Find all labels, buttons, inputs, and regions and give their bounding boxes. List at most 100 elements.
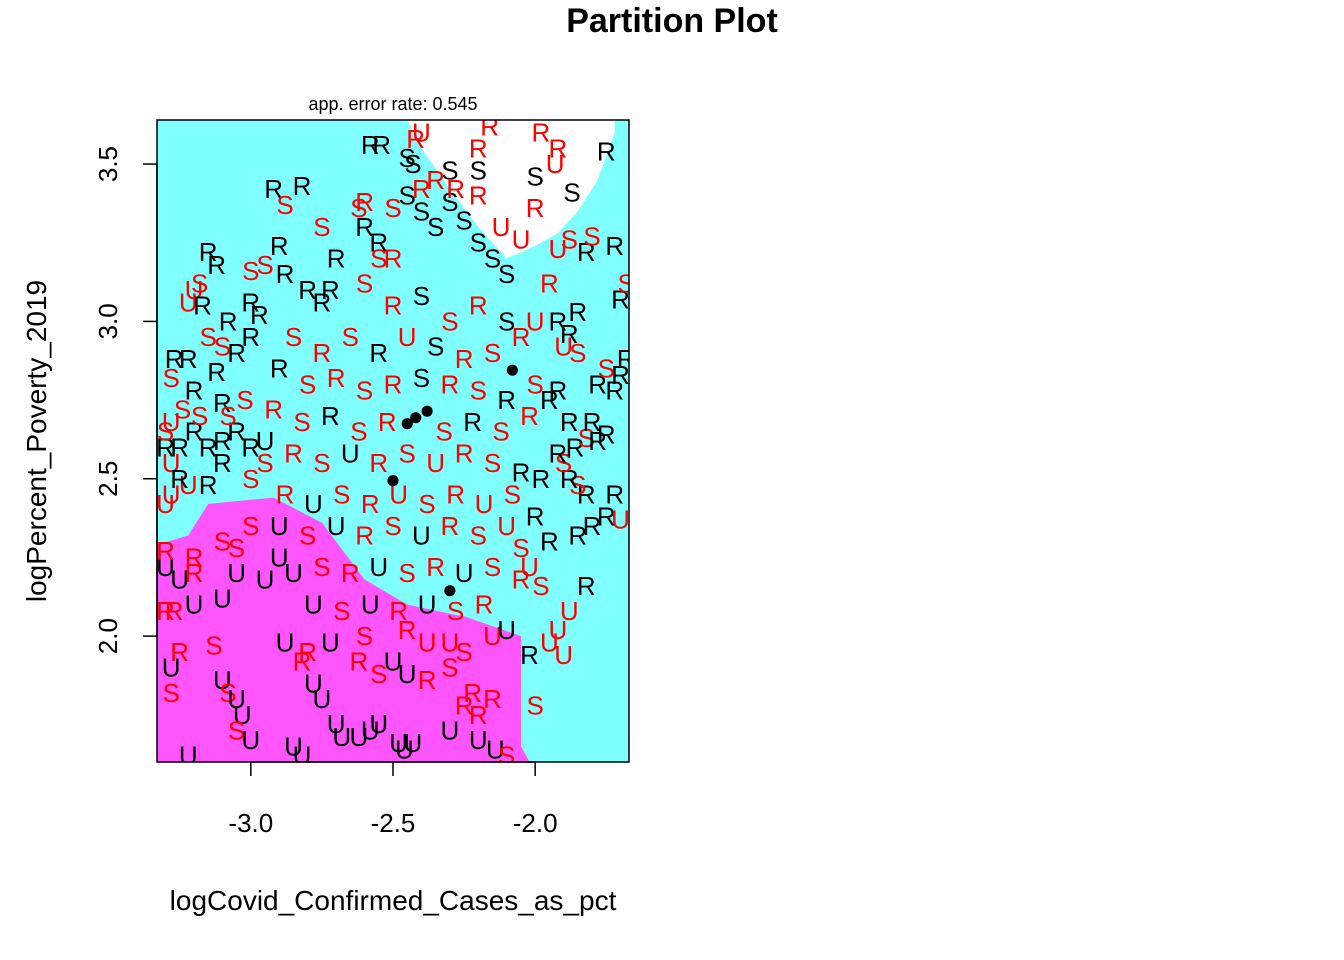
data-point: U bbox=[270, 542, 289, 572]
data-point: U bbox=[162, 653, 181, 683]
data-point: R bbox=[284, 439, 303, 469]
data-point: ● bbox=[408, 401, 424, 431]
data-point: R bbox=[560, 407, 579, 437]
data-point: R bbox=[313, 338, 332, 368]
data-point: R bbox=[384, 369, 403, 399]
data-point: S bbox=[413, 363, 430, 393]
data-point: R bbox=[532, 118, 551, 148]
x-axis-label: logCovid_Confirmed_Cases_as_pct bbox=[170, 885, 617, 916]
data-point: U bbox=[549, 234, 568, 264]
data-point: U bbox=[284, 558, 303, 588]
data-point: S bbox=[441, 187, 458, 217]
data-point: U bbox=[162, 480, 181, 510]
data-point: S bbox=[413, 196, 430, 226]
data-point: S bbox=[455, 637, 472, 667]
data-point: S bbox=[498, 259, 515, 289]
data-point: R bbox=[540, 527, 559, 557]
data-point: R bbox=[588, 426, 607, 456]
data-point: S bbox=[569, 338, 586, 368]
data-point: R bbox=[207, 250, 226, 280]
data-point: R bbox=[372, 130, 391, 160]
data-point: S bbox=[219, 678, 236, 708]
data-point: S bbox=[342, 322, 359, 352]
data-point: R bbox=[199, 470, 218, 500]
data-point: S bbox=[399, 558, 416, 588]
data-point: S bbox=[563, 177, 580, 207]
data-point: R bbox=[165, 596, 184, 626]
data-point: R bbox=[170, 464, 189, 494]
data-point: R bbox=[526, 193, 545, 223]
y-axis: 2.0 2.5 3.0 3.5 bbox=[93, 146, 158, 654]
data-point: R bbox=[361, 489, 380, 519]
data-point: U bbox=[418, 627, 437, 657]
x-axis: -3.0 -2.5 -2.0 bbox=[228, 761, 558, 838]
data-point: U bbox=[412, 520, 431, 550]
data-point: R bbox=[549, 439, 568, 469]
data-point: S bbox=[527, 369, 544, 399]
data-point: S bbox=[498, 741, 515, 771]
data-point: R bbox=[455, 690, 474, 720]
data-point: R bbox=[276, 480, 295, 510]
data-point: U bbox=[486, 734, 505, 764]
data-point: U bbox=[398, 322, 417, 352]
data-point: R bbox=[483, 684, 502, 714]
data-point: R bbox=[185, 542, 204, 572]
data-point: S bbox=[447, 596, 464, 626]
data-point: S bbox=[470, 376, 487, 406]
data-point: R bbox=[446, 174, 465, 204]
data-point: S bbox=[174, 395, 191, 425]
data-point: S bbox=[356, 269, 373, 299]
data-point: U bbox=[227, 684, 246, 714]
data-point: S bbox=[399, 143, 416, 173]
data-point: R bbox=[199, 432, 218, 462]
data-point: S bbox=[441, 155, 458, 185]
data-point: R bbox=[398, 615, 417, 645]
data-point: U bbox=[293, 741, 312, 771]
data-point: R bbox=[369, 448, 388, 478]
data-point: S bbox=[427, 212, 444, 242]
data-point: R bbox=[350, 646, 369, 676]
data-point: R bbox=[475, 590, 494, 620]
data-point: S bbox=[598, 354, 615, 384]
data-point: R bbox=[583, 407, 602, 437]
data-point: R bbox=[156, 432, 175, 462]
data-point: S bbox=[504, 480, 521, 510]
data-point: R bbox=[227, 417, 246, 447]
data-point: U bbox=[256, 565, 275, 595]
x-tick-label: -2.5 bbox=[371, 808, 416, 838]
data-point: R bbox=[568, 297, 587, 327]
data-point: U bbox=[179, 288, 198, 318]
y-axis-label: logPercent_Poverty_2019 bbox=[21, 280, 52, 602]
data-point: S bbox=[214, 527, 231, 557]
data-point: S bbox=[561, 225, 578, 255]
data-point: R bbox=[497, 385, 516, 415]
data-point: S bbox=[333, 596, 350, 626]
data-point: U bbox=[520, 552, 539, 582]
data-point: R bbox=[389, 596, 408, 626]
data-point: R bbox=[540, 269, 559, 299]
data-point: U bbox=[475, 489, 494, 519]
data-point: U bbox=[284, 731, 303, 761]
data-point: U bbox=[179, 470, 198, 500]
data-point: R bbox=[321, 401, 340, 431]
data-point: U bbox=[270, 511, 289, 541]
data-point: R bbox=[469, 700, 488, 730]
data-point: S bbox=[583, 221, 600, 251]
data-point: U bbox=[213, 665, 232, 695]
partition-regions bbox=[157, 120, 615, 762]
data-point: S bbox=[399, 439, 416, 469]
data-point: R bbox=[455, 344, 474, 374]
data-point: R bbox=[560, 319, 579, 349]
data-point: R bbox=[213, 426, 232, 456]
data-point: S bbox=[527, 162, 544, 192]
data-point: S bbox=[285, 322, 302, 352]
data-point: S bbox=[498, 306, 515, 336]
data-point: S bbox=[370, 244, 387, 274]
data-point: R bbox=[241, 288, 260, 318]
y-tick-label: 3.0 bbox=[93, 303, 123, 339]
data-point: R bbox=[549, 133, 568, 163]
data-point: ● bbox=[385, 464, 401, 494]
data-point: R bbox=[355, 212, 374, 242]
data-point: R bbox=[463, 407, 482, 437]
